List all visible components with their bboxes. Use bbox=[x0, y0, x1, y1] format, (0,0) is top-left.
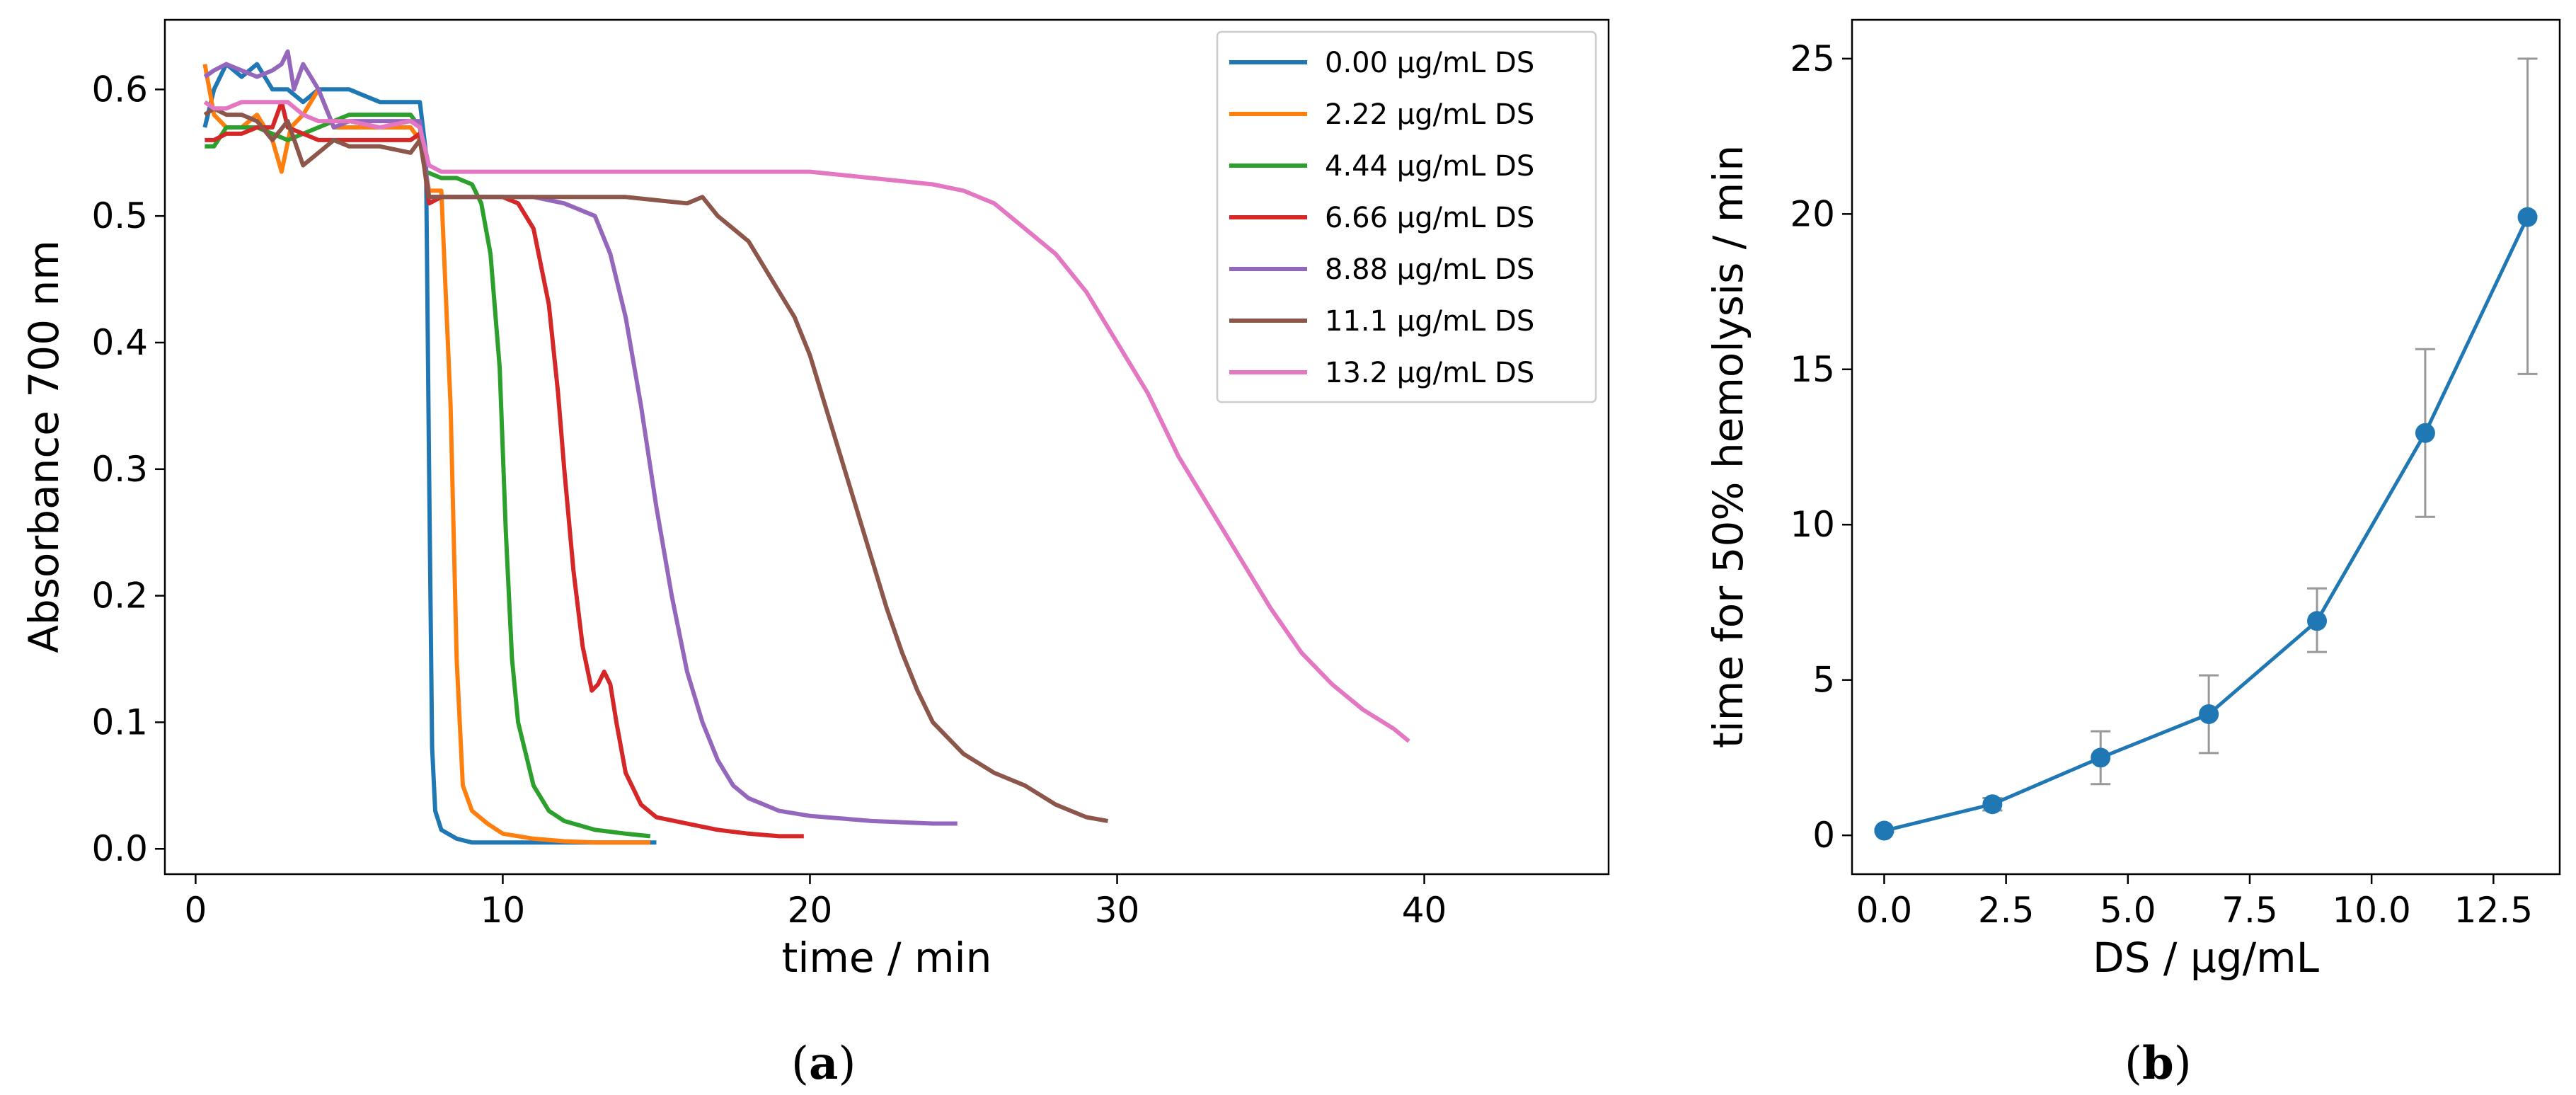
legend-label-0: 0.00 μg/mL DS bbox=[1325, 47, 1534, 79]
y-tick-label: 5 bbox=[1812, 660, 1835, 701]
data-point bbox=[2199, 704, 2219, 724]
legend-label-4: 8.88 μg/mL DS bbox=[1325, 253, 1534, 286]
y-tick-label: 0.3 bbox=[91, 449, 148, 490]
data-point bbox=[2307, 611, 2328, 631]
panel-label-a: (a) bbox=[791, 1037, 856, 1090]
chart-a: 0 10 20 30 40 0.0 0.1 0.2 0.3 0.4 0.5 0.6 time / m… bbox=[20, 18, 1610, 982]
chart-b-frame bbox=[1851, 18, 2561, 876]
chart-a-legend: 0.00 μg/mL DS 2.22 μg/mL DS 4.44 μg/mL DS 6… bbox=[1216, 30, 1597, 403]
chart-b-xlabel: DS / μg/mL bbox=[2093, 934, 2319, 982]
panel-label-b: (b) bbox=[2124, 1037, 2192, 1090]
series-line bbox=[1883, 216, 2529, 833]
series-line-2 bbox=[205, 113, 651, 839]
y-tick-label: 0.5 bbox=[91, 195, 148, 236]
data-point bbox=[2415, 423, 2435, 443]
chart-b-ylabel: time for 50% hemolysis / min bbox=[1704, 145, 1752, 748]
series-line-4 bbox=[203, 49, 958, 826]
chart-a-frame bbox=[163, 18, 1610, 876]
legend-label-1: 2.22 μg/mL DS bbox=[1325, 98, 1534, 131]
x-tick-label: 10 bbox=[481, 890, 526, 931]
y-tick-label: 0 bbox=[1812, 815, 1835, 856]
y-tick-label: 0.6 bbox=[91, 69, 148, 110]
x-tick-label: 7.5 bbox=[2221, 890, 2278, 931]
chart-b: 0.0 2.5 5.0 7.5 10.0 12.5 0 5 10 15 20 25 DS / μg/… bbox=[1704, 18, 2561, 982]
chart-a-plot-area bbox=[202, 49, 1410, 845]
legend-label-5: 11.1 μg/mL DS bbox=[1325, 305, 1534, 338]
x-tick-label: 10.0 bbox=[2332, 890, 2410, 931]
legend-label-3: 6.66 μg/mL DS bbox=[1325, 202, 1534, 234]
x-tick-label: 20 bbox=[788, 890, 833, 931]
x-tick-label: 2.5 bbox=[1978, 890, 2035, 931]
data-point bbox=[2517, 207, 2538, 227]
x-tick-label: 0 bbox=[184, 890, 207, 931]
legend-frame bbox=[1216, 30, 1597, 403]
chart-b-x-axis: 0.0 2.5 5.0 7.5 10.0 12.5 bbox=[1856, 874, 2533, 931]
series-line-3 bbox=[205, 100, 804, 839]
series-line-0 bbox=[202, 62, 657, 845]
y-tick-label: 25 bbox=[1790, 38, 1835, 79]
y-tick-label: 15 bbox=[1790, 349, 1835, 390]
x-tick-label: 30 bbox=[1095, 890, 1140, 931]
series-line-6 bbox=[203, 100, 1410, 743]
x-tick-label: 12.5 bbox=[2454, 890, 2533, 931]
y-tick-label: 0.2 bbox=[91, 575, 148, 617]
y-tick-label: 0.4 bbox=[91, 322, 148, 363]
x-tick-label: 0.0 bbox=[1856, 890, 1913, 931]
chart-b-plot-area bbox=[1874, 57, 2538, 841]
y-tick-label: 10 bbox=[1790, 504, 1835, 545]
data-point bbox=[1874, 820, 1894, 841]
x-tick-label: 5.0 bbox=[2100, 890, 2156, 931]
chart-a-y-axis: 0.0 0.1 0.2 0.3 0.4 0.5 0.6 bbox=[91, 69, 165, 869]
data-point bbox=[2091, 747, 2111, 768]
x-tick-label: 40 bbox=[1402, 890, 1447, 931]
legend-label-6: 13.2 μg/mL DS bbox=[1325, 357, 1534, 389]
chart-a-xlabel: time / min bbox=[782, 934, 992, 982]
legend-label-2: 4.44 μg/mL DS bbox=[1325, 150, 1534, 183]
y-tick-label: 20 bbox=[1790, 193, 1835, 234]
chart-a-x-axis: 0 10 20 30 40 bbox=[184, 874, 1447, 931]
data-point bbox=[1982, 794, 2003, 815]
series-line-5 bbox=[203, 106, 1109, 823]
chart-a-ylabel: Absorbance 700 nm bbox=[20, 240, 68, 653]
y-tick-label: 0.1 bbox=[91, 701, 148, 743]
chart-b-y-axis: 0 5 10 15 20 25 bbox=[1790, 38, 1852, 856]
y-tick-label: 0.0 bbox=[91, 828, 148, 869]
